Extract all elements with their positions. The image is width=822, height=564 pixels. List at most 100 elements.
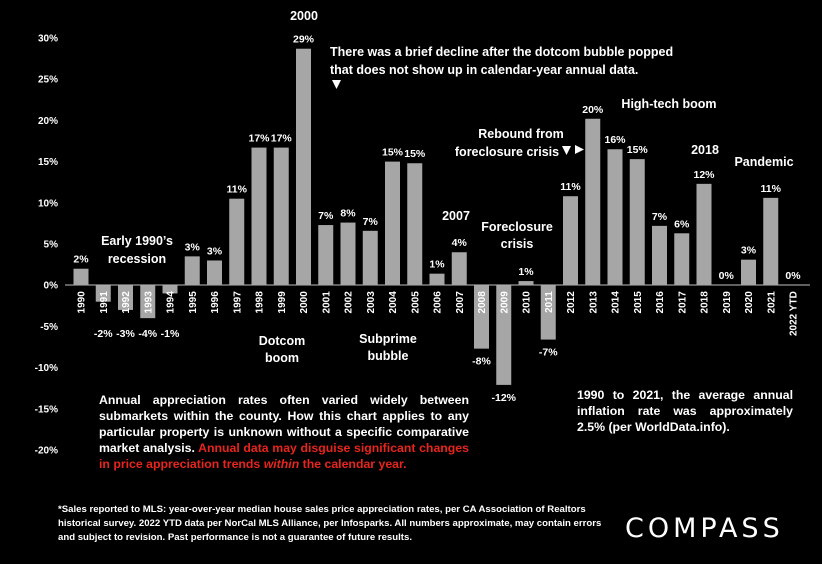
data-label: -8% — [472, 356, 491, 368]
data-label: 16% — [604, 134, 626, 146]
bar-2018 — [696, 183, 712, 286]
x-tick-label: 2015 — [633, 291, 644, 314]
annotation-year-2007: 2007 — [442, 209, 470, 223]
x-tick-label: 1990 — [77, 291, 88, 314]
annotation-subprime-1: Subprime — [359, 332, 417, 346]
data-label: -1% — [161, 328, 180, 340]
x-tick-label: 2022 YTD — [789, 291, 800, 336]
appreciation-note: Annual appreciation rates often varied w… — [99, 392, 469, 472]
data-label: 12% — [693, 169, 715, 181]
x-tick-label: 2020 — [744, 291, 755, 314]
bar-2007 — [451, 252, 467, 286]
annotation-dotcom-note-2: that does not show up in calendar-year a… — [330, 63, 638, 77]
compass-logo: COMPASS — [625, 513, 784, 544]
bar-2021 — [763, 197, 779, 286]
data-label: -3% — [116, 328, 135, 340]
bar-2012 — [563, 196, 578, 286]
bar-2003 — [362, 230, 378, 286]
x-tick-label: 2021 — [766, 291, 777, 314]
x-tick-label: 2012 — [566, 291, 577, 314]
y-tick-label: -5% — [40, 322, 58, 333]
bar-1999 — [273, 147, 289, 286]
data-label: 7% — [652, 211, 668, 223]
annotation-subprime-2: bubble — [368, 349, 409, 363]
bar-2010 — [518, 281, 534, 286]
bar-2001 — [318, 225, 334, 286]
data-label: 2% — [73, 254, 89, 266]
bar-2002 — [340, 222, 356, 286]
data-label: 29% — [293, 34, 315, 46]
appreciation-note-red-italic: within — [263, 457, 300, 471]
annotation-year-2018: 2018 — [691, 143, 719, 157]
data-label: 1% — [429, 259, 445, 271]
x-tick-label: 1991 — [99, 291, 110, 314]
y-tick-label: 5% — [44, 240, 59, 251]
data-label: 0% — [719, 270, 735, 282]
footnote: *Sales reported to MLS: year-over-year m… — [58, 504, 602, 543]
x-tick-label: 2008 — [477, 291, 488, 314]
annotation-dotcom-boom-2: boom — [265, 351, 299, 365]
y-tick-label: 10% — [38, 198, 58, 209]
y-axis: 30% 25% 20% 15% 10% 5% 0% -5% -10% -15% -20% — [35, 34, 58, 457]
down-arrow-icon — [562, 146, 571, 155]
appreciation-note-text: Annual appreciation rates often varied w… — [99, 393, 469, 455]
x-tick-label: 1994 — [166, 291, 177, 314]
y-tick-label: 0% — [44, 281, 59, 292]
data-label: 17% — [248, 133, 270, 145]
data-label: 11% — [761, 183, 782, 195]
x-tick-label: 2007 — [455, 291, 466, 314]
bar-2004 — [385, 161, 400, 286]
inflation-note-text: 1990 to 2021, the average annual inflati… — [577, 388, 793, 434]
data-label: 4% — [452, 237, 468, 249]
annotation-dotcom-boom-1: Dotcom — [259, 334, 306, 348]
bar-2005 — [407, 163, 423, 286]
y-tick-label: -10% — [35, 363, 58, 374]
x-tick-label: 1993 — [143, 291, 154, 314]
data-label: 3% — [185, 241, 201, 253]
x-tick-label: 2004 — [388, 291, 399, 314]
y-tick-label: 20% — [38, 116, 58, 127]
data-label: 15% — [404, 148, 426, 160]
annotation-early-1990s-2: recession — [108, 252, 166, 266]
down-arrow-icon — [332, 80, 341, 89]
y-tick-label: -15% — [35, 404, 58, 415]
data-labels: 2%-2% -3% -4% -1%3% 3%11%17% 17%29%7% 8%7%15% 1… — [73, 34, 801, 404]
bar-1993 — [140, 285, 156, 319]
annotation-year-2000: 2000 — [290, 9, 318, 23]
y-tick-label: 25% — [38, 75, 58, 86]
bar-2011 — [540, 285, 556, 340]
data-label: 0% — [785, 270, 801, 282]
appreciation-note-red-1: Annual data may disguise significant cha… — [99, 441, 469, 471]
data-label: 8% — [340, 208, 356, 220]
x-tick-label: 2016 — [655, 291, 666, 314]
bar-1990 — [73, 268, 89, 286]
data-label: 15% — [627, 144, 649, 156]
inflation-note: 1990 to 2021, the average annual inflati… — [577, 387, 793, 435]
bar-1991 — [95, 285, 111, 302]
x-tick-label: 2002 — [344, 291, 355, 314]
annotation-foreclosure-1: Foreclosure — [481, 220, 553, 234]
data-label: 15% — [382, 147, 404, 159]
bar-1994 — [162, 285, 178, 294]
annotation-early-1990s-1: Early 1990’s — [101, 234, 173, 248]
bar-2020 — [741, 259, 756, 286]
x-tick-label: 2003 — [366, 291, 377, 314]
data-label: 3% — [741, 245, 757, 257]
data-label: 11% — [227, 184, 248, 196]
bar-2017 — [674, 233, 690, 286]
bar-2008 — [474, 285, 489, 349]
x-tick-label: 2009 — [499, 291, 510, 314]
x-tick-label: 2017 — [677, 291, 688, 314]
x-tick-label: 2005 — [410, 291, 421, 314]
data-label: 6% — [674, 218, 690, 230]
y-tick-label: 30% — [38, 34, 58, 45]
data-label: -4% — [138, 328, 157, 340]
bar-2006 — [429, 273, 445, 286]
data-label: 7% — [363, 216, 379, 228]
x-tick-label: 2011 — [544, 291, 555, 313]
right-arrow-icon — [575, 145, 584, 154]
bar-1998 — [251, 147, 267, 286]
y-tick-label: -20% — [35, 446, 58, 457]
annotation-rebound-1: Rebound from — [478, 127, 563, 141]
